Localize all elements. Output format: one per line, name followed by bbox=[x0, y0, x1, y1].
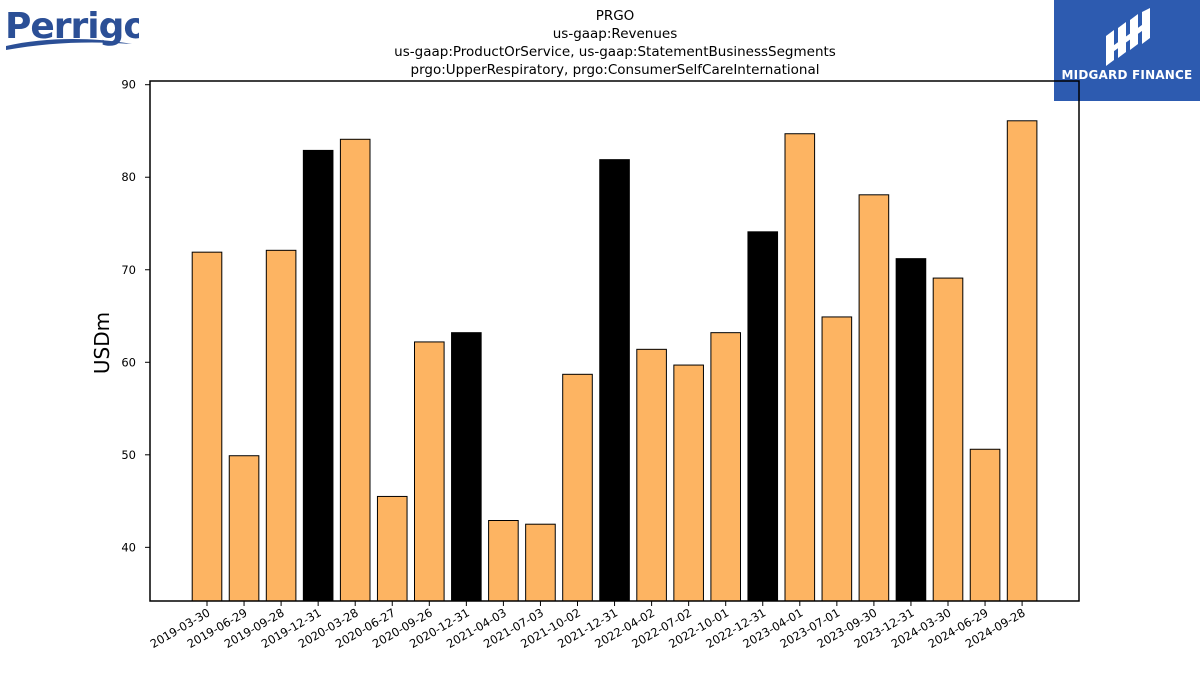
bar-2019-09-28 bbox=[265, 249, 297, 602]
y-axis: 40 50 60 70 80 90 bbox=[121, 78, 150, 554]
bar-2024-03-30 bbox=[932, 277, 964, 602]
chart-title-line: PRGO bbox=[595, 8, 635, 24]
bar-2021-04-03 bbox=[488, 520, 519, 602]
bar-2023-09-30 bbox=[858, 194, 890, 602]
bar-2022-07-02 bbox=[673, 364, 704, 602]
y-tick-label: 80 bbox=[121, 170, 136, 184]
bar-2020-06-27 bbox=[376, 495, 408, 602]
bar-2021-07-03 bbox=[525, 523, 556, 602]
bar-2020-09-26 bbox=[414, 341, 445, 602]
y-axis-label: USDm bbox=[90, 312, 114, 374]
bar-2019-03-30 bbox=[191, 251, 223, 602]
y-tick-label: 60 bbox=[121, 355, 136, 369]
chart-title-line: us-gaap:Revenues bbox=[552, 26, 678, 42]
bar-2021-12-31 bbox=[599, 159, 630, 602]
bars-group bbox=[191, 120, 1038, 602]
bar-2024-09-28 bbox=[1006, 120, 1038, 602]
perrigo-logo: Perrigo bbox=[5, 6, 139, 50]
y-tick-label: 50 bbox=[121, 448, 136, 462]
bar-2024-06-29 bbox=[969, 448, 1001, 602]
chart-title: PRGO us-gaap:Revenues us-gaap:ProductOrS… bbox=[300, 7, 930, 79]
bar-2022-04-02 bbox=[636, 348, 667, 602]
bar-2023-04-01 bbox=[784, 133, 816, 602]
bar-2022-12-31 bbox=[747, 231, 779, 602]
midgard-finance-name: MIDGARD FINANCE bbox=[1061, 68, 1193, 82]
x-axis: 2019-03-302019-06-292019-09-282019-12-31… bbox=[148, 601, 1028, 651]
bar-2021-10-02 bbox=[562, 373, 593, 602]
bar-2019-12-31 bbox=[302, 149, 334, 602]
bar-2020-03-28 bbox=[339, 138, 371, 602]
bar-2020-12-31 bbox=[451, 332, 482, 602]
bar-2023-07-01 bbox=[821, 316, 853, 602]
chart-title-line: prgo:UpperRespiratory, prgo:ConsumerSelf… bbox=[410, 62, 820, 78]
chart-title-line: us-gaap:ProductOrService, us-gaap:Statem… bbox=[394, 44, 836, 60]
bar-2019-06-29 bbox=[228, 455, 260, 602]
bar-2023-12-31 bbox=[895, 258, 927, 602]
perrigo-logo-swoosh bbox=[6, 38, 132, 50]
y-tick-label: 90 bbox=[121, 78, 136, 92]
bar-2022-10-01 bbox=[710, 332, 742, 602]
midgard-mark-icon bbox=[1106, 8, 1150, 66]
y-tick-label: 40 bbox=[121, 540, 136, 554]
y-tick-label: 70 bbox=[121, 263, 136, 277]
